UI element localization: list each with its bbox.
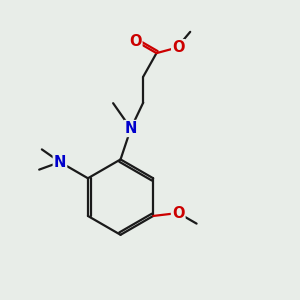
Text: O: O [172, 40, 185, 55]
Text: N: N [125, 121, 137, 136]
Text: N: N [54, 154, 66, 169]
Text: O: O [129, 34, 141, 49]
Text: O: O [172, 206, 184, 220]
